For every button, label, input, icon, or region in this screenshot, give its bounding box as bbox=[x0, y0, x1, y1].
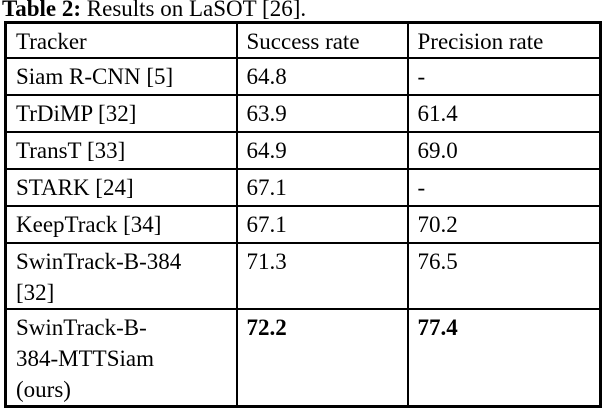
table-row: SwinTrack-B-384 [32] 71.3 76.5 bbox=[4, 242, 602, 310]
precision-rate-cell: - bbox=[406, 57, 602, 96]
tracker-cell: Siam R-CNN [5] bbox=[4, 57, 238, 96]
table-row: TrDiMP [32] 63.9 61.4 bbox=[4, 94, 602, 133]
success-rate-cell: 67.1 bbox=[235, 168, 409, 207]
tracker-cell: TrDiMP [32] bbox=[4, 94, 238, 133]
results-table: Tracker Success rate Precision rate Siam… bbox=[4, 21, 602, 408]
table-header-row: Tracker Success rate Precision rate bbox=[4, 21, 602, 59]
precision-rate-cell: 76.5 bbox=[406, 242, 602, 310]
precision-rate-cell: 69.0 bbox=[406, 131, 602, 170]
table-caption-label: Table 2: bbox=[2, 0, 82, 21]
table-row-ours: SwinTrack-B- 384-MTTSiam (ours) 72.2 77.… bbox=[4, 308, 602, 408]
header-tracker: Tracker bbox=[4, 21, 238, 59]
precision-rate-cell: 77.4 bbox=[406, 308, 602, 408]
tracker-cell: STARK [24] bbox=[4, 168, 238, 207]
header-precision-rate: Precision rate bbox=[406, 21, 602, 59]
precision-rate-cell: 61.4 bbox=[406, 94, 602, 133]
paper-table-figure: Table 2: Results on LaSOT [26]. Tracker … bbox=[2, 0, 602, 408]
table-row: TransT [33] 64.9 69.0 bbox=[4, 131, 602, 170]
success-rate-cell: 64.9 bbox=[235, 131, 409, 170]
tracker-cell: SwinTrack-B-384 [32] bbox=[4, 242, 238, 310]
tracker-cell: SwinTrack-B- 384-MTTSiam (ours) bbox=[4, 308, 238, 408]
table-row: KeepTrack [34] 67.1 70.2 bbox=[4, 205, 602, 244]
precision-rate-cell: - bbox=[406, 168, 602, 207]
table-caption: Table 2: Results on LaSOT [26]. bbox=[2, 0, 602, 21]
success-rate-cell: 67.1 bbox=[235, 205, 409, 244]
table-caption-text: Results on LaSOT [26]. bbox=[86, 0, 307, 21]
success-rate-cell: 71.3 bbox=[235, 242, 409, 310]
success-rate-cell: 64.8 bbox=[235, 57, 409, 96]
table-row: STARK [24] 67.1 - bbox=[4, 168, 602, 207]
tracker-cell: TransT [33] bbox=[4, 131, 238, 170]
tracker-cell: KeepTrack [34] bbox=[4, 205, 238, 244]
table-row: Siam R-CNN [5] 64.8 - bbox=[4, 57, 602, 96]
header-success-rate: Success rate bbox=[235, 21, 409, 59]
success-rate-cell: 72.2 bbox=[235, 308, 409, 408]
precision-rate-cell: 70.2 bbox=[406, 205, 602, 244]
success-rate-cell: 63.9 bbox=[235, 94, 409, 133]
